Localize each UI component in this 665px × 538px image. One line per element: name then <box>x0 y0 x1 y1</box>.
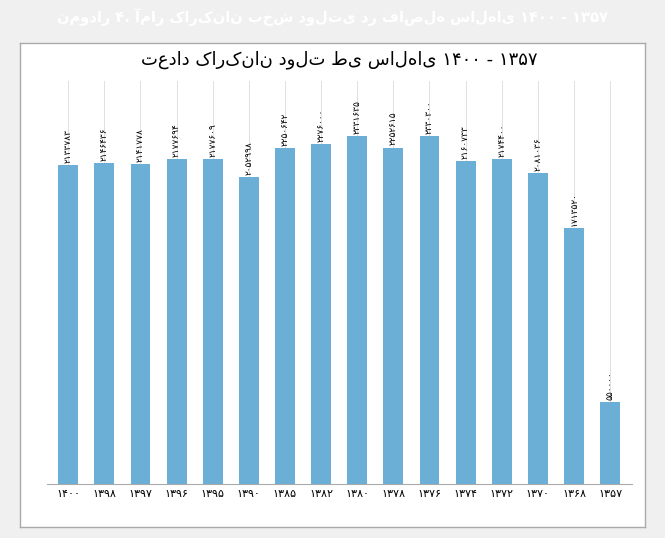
Bar <box>311 144 331 484</box>
Text: ۲۲۵۲۶۱۵: ۲۲۵۲۶۱۵ <box>389 112 398 145</box>
Text: ۲۱۷۴۴۰۰: ۲۱۷۴۴۰۰ <box>497 124 506 157</box>
Text: ۲۱۴۶۴۳۶: ۲۱۴۶۴۳۶ <box>100 128 109 161</box>
Bar <box>420 136 440 484</box>
Bar <box>59 165 78 484</box>
Bar <box>275 148 295 484</box>
Bar <box>456 161 475 484</box>
Bar <box>203 159 223 484</box>
Bar <box>564 228 584 484</box>
Text: ۱۷۱۳۵۲۰: ۱۷۱۳۵۲۰ <box>569 192 579 226</box>
Text: ۲۱۳۳۷۸۳: ۲۱۳۳۷۸۳ <box>64 129 72 163</box>
Text: ۲۱۷۷۶۹۴: ۲۱۷۷۶۹۴ <box>172 123 181 157</box>
Bar <box>492 159 511 484</box>
Text: ۵۵۰۰۰۰: ۵۵۰۰۰۰ <box>606 371 614 400</box>
Bar <box>600 402 620 484</box>
Title: تعداد کارکنان دولت طی سال‌های ۱۴۰۰ - ۱۳۵۷: تعداد کارکنان دولت طی سال‌های ۱۴۰۰ - ۱۳۵… <box>141 50 537 69</box>
Bar <box>130 164 150 484</box>
Bar <box>528 173 548 484</box>
Bar <box>384 147 403 484</box>
Bar <box>94 164 114 484</box>
Text: ۲۱۴۱۷۷۸: ۲۱۴۱۷۷۸ <box>136 128 145 162</box>
Text: ۲۰۵۲۹۹۸: ۲۰۵۲۹۹۸ <box>244 141 253 175</box>
Bar <box>167 159 186 484</box>
Text: ۲۳۳۱۶۳۵: ۲۳۳۱۶۳۵ <box>352 100 362 133</box>
Text: ۲۳۳۰۳۰۰: ۲۳۳۰۳۰۰ <box>425 100 434 134</box>
Text: ۲۲۵۰۶۴۲: ۲۲۵۰۶۴۲ <box>281 112 289 146</box>
Bar <box>347 136 367 484</box>
Text: ۲۰۸۱۰۳۶: ۲۰۸۱۰۳۶ <box>533 137 543 171</box>
Text: ۲۱۷۷۶۰۹: ۲۱۷۷۶۰۹ <box>208 123 217 157</box>
Text: نمودار ۴. آمار کارکنان بخش دولتی در فاصله سال‌های ۱۴۰۰ - ۱۳۵۷: نمودار ۴. آمار کارکنان بخش دولتی در فاصل… <box>57 9 608 26</box>
Bar <box>239 178 259 484</box>
Text: ۲۲۷۶۰۰۰: ۲۲۷۶۰۰۰ <box>317 109 326 142</box>
Text: ۲۱۶۰۷۳۳: ۲۱۶۰۷۳۳ <box>461 125 470 159</box>
